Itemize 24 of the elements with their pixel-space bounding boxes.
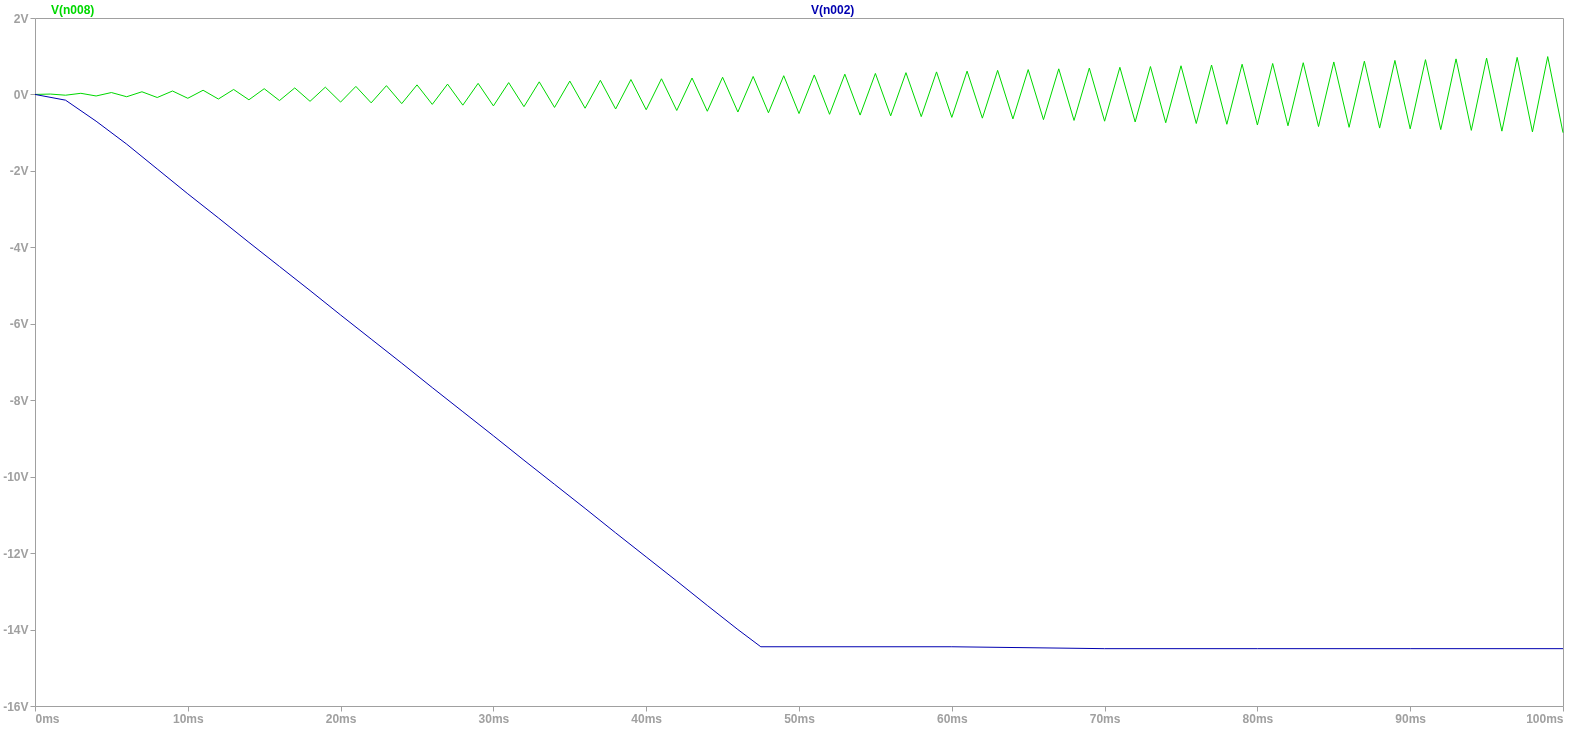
text: V(n008) <box>51 3 95 17</box>
x-tick-label: 70ms <box>1089 711 1121 726</box>
text: V(n002) <box>811 3 855 17</box>
x-tick-label: 20ms <box>325 711 357 726</box>
y-tick-label: -6V <box>9 317 29 332</box>
x-tick-label: 10ms <box>172 711 204 726</box>
y-tick-label: -14V <box>3 623 29 638</box>
y-tick-label: -4V <box>9 240 29 255</box>
y-tick-label: -8V <box>9 393 29 408</box>
x-tick-label: 50ms <box>784 711 816 726</box>
x-tick-label: 60ms <box>936 711 968 726</box>
x-tick-label: 40ms <box>631 711 663 726</box>
y-tick-label: -2V <box>9 164 29 179</box>
x-tick-label: 80ms <box>1242 711 1274 726</box>
x-tick-label: 100ms <box>1526 711 1564 726</box>
y-tick-label: -16V <box>3 699 29 714</box>
y-tick-label: -12V <box>3 546 29 561</box>
y-tick-label: -10V <box>3 470 29 485</box>
line-series <box>34 93 1564 650</box>
y-tick-label: 0V <box>13 87 29 102</box>
y-tick-label: 2V <box>13 11 29 26</box>
x-tick-label: 0ms <box>35 711 60 726</box>
x-tick-label: 30ms <box>478 711 510 726</box>
x-tick-label: 90ms <box>1395 711 1427 726</box>
